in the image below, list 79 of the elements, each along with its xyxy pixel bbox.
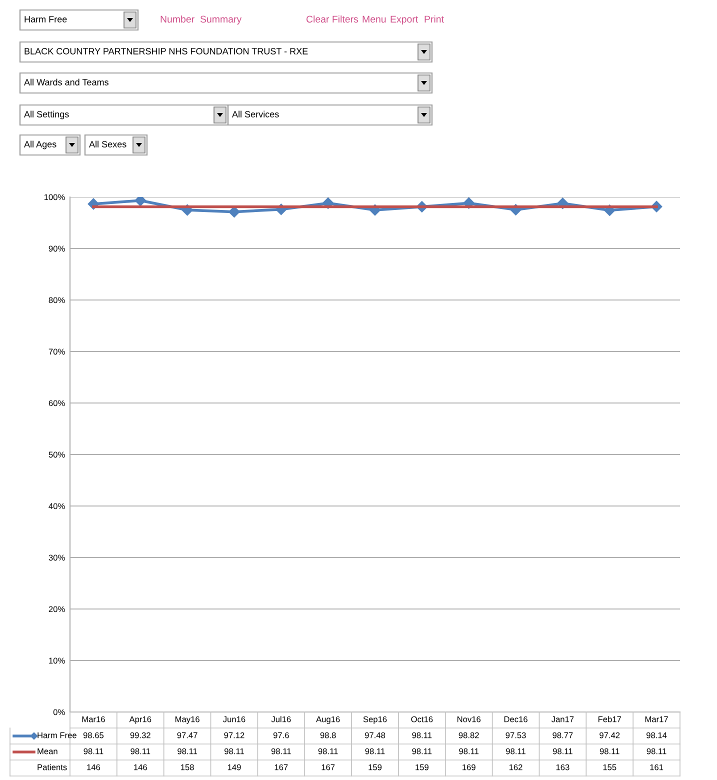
x-tick-label: Mar16	[82, 716, 105, 722]
data-label: 98.11	[552, 748, 572, 754]
text: 155	[603, 764, 616, 770]
text: All Wards and Teams	[24, 78, 108, 86]
x-tick-label: Apr16	[129, 716, 152, 724]
text: 169	[462, 764, 476, 770]
y-tick-label: 40%	[48, 503, 65, 510]
text: 167	[274, 764, 288, 770]
data-label: 97.42	[600, 732, 620, 738]
text: Number	[160, 15, 194, 23]
text: Harm Free	[24, 16, 67, 22]
text: 149	[228, 764, 241, 770]
data-label: 98.11	[600, 748, 620, 754]
text: Summary	[200, 16, 242, 25]
y-tick-label: 60%	[48, 400, 65, 406]
data-label: 98.11	[224, 748, 244, 754]
data-label: 98.11	[178, 748, 198, 754]
text: 163	[556, 764, 570, 770]
data-label: 98.82	[458, 732, 479, 738]
y-tick-label: 10%	[49, 658, 65, 664]
text: 146	[87, 764, 100, 770]
text: 162	[509, 764, 522, 770]
y-tick-label: 90%	[48, 246, 65, 252]
legend-label: Mean	[38, 748, 58, 754]
text: 159	[416, 764, 428, 770]
data-label: 98.11	[130, 748, 150, 754]
x-tick-label: Feb17	[598, 716, 622, 722]
x-tick-label: Jul16	[271, 716, 291, 722]
x-tick-label: Sep16	[363, 716, 387, 724]
y-tick-label: 50%	[48, 452, 65, 458]
text: Menu	[362, 16, 386, 23]
y-tick-label: 70%	[48, 348, 65, 355]
data-label: 98.11	[459, 748, 479, 754]
x-tick-label: Dec16	[504, 716, 528, 722]
text: Clear Filters	[306, 15, 358, 23]
text: 161	[650, 764, 664, 770]
text: 159	[368, 764, 382, 770]
x-tick-label: Jun16	[223, 716, 246, 722]
legend-label: Harm Free	[38, 732, 76, 738]
data-label: 98.11	[412, 732, 432, 738]
y-tick-label: 80%	[48, 297, 65, 304]
x-tick-label: Jan17	[551, 716, 574, 722]
y-tick-label: 30%	[48, 554, 65, 561]
text: All Sexes	[89, 140, 126, 148]
data-label: 98.11	[84, 748, 104, 754]
data-label: 98.11	[646, 748, 666, 754]
data-label: 98.65	[83, 732, 104, 738]
y-tick-label: 100%	[44, 194, 65, 200]
data-label: 97.48	[364, 732, 386, 738]
text: Print	[424, 15, 444, 23]
data-label: 97.47	[177, 732, 198, 738]
x-tick-label: Mar17	[645, 716, 668, 722]
data-label: 98.77	[552, 732, 573, 738]
text: Patients	[38, 764, 67, 770]
text: BLACK COUNTRY PARTNERSHIP NHS FOUNDATION TRUST - RXE	[24, 48, 308, 54]
text: 146	[134, 764, 147, 770]
data-label: 99.32	[130, 732, 150, 738]
data-label: 97.53	[506, 732, 526, 738]
data-label: 97.12	[224, 732, 244, 738]
text: Export	[390, 16, 418, 25]
x-tick-label: Nov16	[457, 716, 481, 722]
data-label: 98.8	[320, 732, 336, 738]
data-label: 98.11	[506, 748, 526, 754]
x-tick-label: Aug16	[316, 716, 340, 724]
data-label: 98.11	[412, 748, 432, 754]
text: All Services	[232, 110, 279, 118]
text: All Settings	[24, 110, 69, 120]
text: All Ages	[24, 140, 56, 150]
y-tick-label: 20%	[48, 606, 65, 612]
data-label: 98.11	[318, 748, 338, 754]
data-label: 98.11	[365, 748, 385, 754]
data-label: 98.14	[646, 732, 667, 738]
y-tick-label: 0%	[53, 709, 65, 716]
x-tick-label: May16	[175, 716, 200, 724]
text: 167	[322, 764, 335, 770]
text: 158	[180, 764, 194, 770]
data-label: 97.6	[273, 732, 289, 738]
x-tick-label: Oct16	[411, 716, 433, 722]
data-label: 98.11	[271, 748, 291, 754]
